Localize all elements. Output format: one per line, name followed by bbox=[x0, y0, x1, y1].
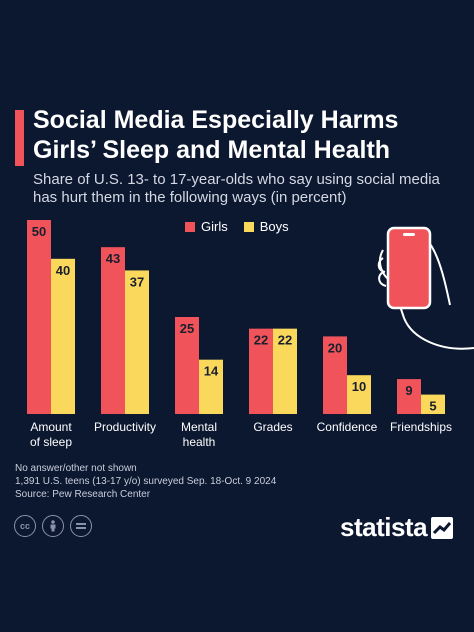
bar-boys-2 bbox=[199, 359, 223, 414]
bar-boys-4 bbox=[347, 375, 371, 414]
bar-girls-5 bbox=[397, 379, 421, 414]
legend-item-girls: Girls bbox=[185, 219, 228, 234]
source-line: Source: Pew Research Center bbox=[15, 489, 151, 500]
brand-name: statista bbox=[340, 512, 428, 542]
bar-girls-3 bbox=[249, 328, 273, 414]
bar-value-label: 25 bbox=[180, 321, 194, 336]
bar-value-label: 14 bbox=[204, 364, 219, 379]
bar-value-label: 10 bbox=[352, 379, 366, 394]
bar-girls-2 bbox=[175, 317, 199, 414]
category-label: Confidence bbox=[317, 420, 378, 434]
chart-notes: No answer/other not shown 1,391 U.S. tee… bbox=[15, 462, 276, 501]
bar-boys-1 bbox=[125, 270, 149, 414]
chart-subtitle: Share of U.S. 13- to 17-year-olds who sa… bbox=[33, 171, 463, 207]
legend-swatch-girls bbox=[185, 221, 195, 232]
category-label: Productivity bbox=[94, 420, 156, 434]
bar-value-label: 43 bbox=[106, 251, 120, 266]
category-label: Friendships bbox=[390, 420, 452, 434]
title-line-1: Social Media Especially Harms bbox=[33, 106, 399, 134]
category-label: Amount bbox=[30, 420, 72, 434]
subtitle-line-1: Share of U.S. 13- to 17-year-olds who sa… bbox=[33, 171, 440, 188]
bar-girls-4 bbox=[323, 336, 347, 414]
legend: Girls Boys bbox=[185, 219, 305, 234]
bar-value-label: 40 bbox=[56, 263, 70, 278]
equals-icon[interactable] bbox=[70, 515, 92, 537]
legend-item-boys: Boys bbox=[243, 219, 289, 234]
chart-title: Social Media Especially Harms Girls’ Sle… bbox=[33, 105, 463, 165]
legend-label-boys: Boys bbox=[259, 219, 289, 234]
phone-hand-illustration bbox=[377, 226, 474, 350]
bar-value-label: 20 bbox=[328, 340, 342, 355]
license-icons: cc bbox=[14, 515, 98, 537]
legend-label-girls: Girls bbox=[201, 219, 228, 234]
bar-value-label: 22 bbox=[254, 333, 268, 348]
phone-icon bbox=[386, 226, 432, 310]
statista-mark-icon bbox=[431, 516, 454, 539]
subtitle-line-2: has hurt them in the following ways (in … bbox=[33, 189, 347, 206]
title-line-2: Girls’ Sleep and Mental Health bbox=[33, 136, 391, 164]
note-line-1: No answer/other not shown bbox=[15, 463, 137, 474]
bar-value-label: 37 bbox=[130, 274, 144, 289]
person-icon[interactable] bbox=[42, 515, 64, 537]
bar-value-label: 5 bbox=[429, 399, 436, 414]
note-line-2: 1,391 U.S. teens (13-17 y/o) surveyed Se… bbox=[15, 476, 277, 487]
bar-girls-0 bbox=[27, 220, 51, 414]
category-label: Mental bbox=[181, 420, 217, 434]
bar-boys-5 bbox=[421, 394, 445, 414]
bar-boys-3 bbox=[273, 328, 297, 414]
bar-value-label: 9 bbox=[405, 383, 412, 398]
bar-girls-1 bbox=[101, 247, 125, 414]
legend-swatch-boys bbox=[243, 221, 254, 232]
bar-boys-0 bbox=[51, 258, 75, 414]
category-label: health bbox=[183, 435, 216, 449]
category-label: of sleep bbox=[30, 435, 72, 449]
category-label: Grades bbox=[253, 420, 292, 434]
bar-value-label: 50 bbox=[32, 224, 46, 239]
statista-logo[interactable]: statista bbox=[340, 512, 454, 543]
title-accent-bar bbox=[15, 110, 24, 166]
cc-icon[interactable]: cc bbox=[14, 515, 36, 537]
bar-value-label: 22 bbox=[278, 333, 292, 348]
